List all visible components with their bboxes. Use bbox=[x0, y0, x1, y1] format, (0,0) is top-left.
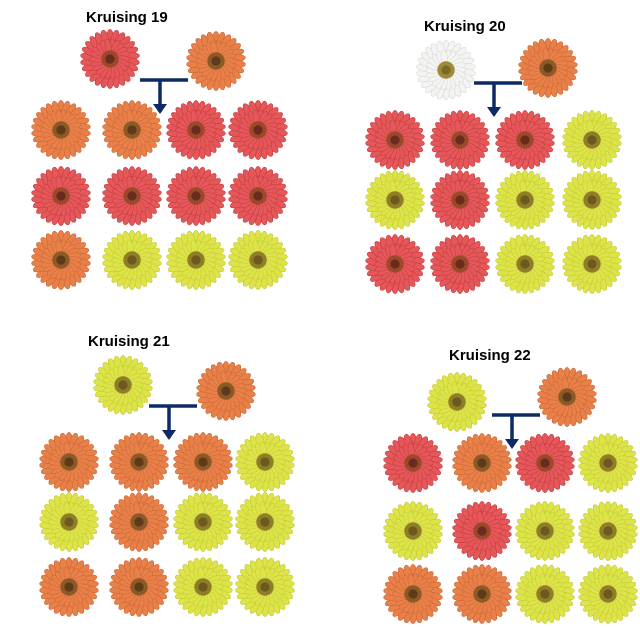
cross-19-offspring-flower bbox=[30, 165, 92, 227]
cross-19-parent-1 bbox=[79, 28, 141, 90]
cross-21-offspring-flower bbox=[108, 431, 170, 493]
cross-19-offspring-flower bbox=[165, 99, 227, 161]
cross-20-offspring-flower bbox=[561, 109, 623, 171]
cross-21-offspring-flower bbox=[108, 556, 170, 618]
cross-20-offspring-flower bbox=[364, 169, 426, 231]
cross-21-offspring-flower bbox=[234, 431, 296, 493]
cross-19-parent-2 bbox=[185, 30, 247, 92]
cross-20-offspring-flower bbox=[494, 233, 556, 295]
cross-21-parent-2 bbox=[195, 360, 257, 422]
cross-21-offspring-flower bbox=[234, 491, 296, 553]
cross-22-offspring-flower bbox=[577, 500, 639, 562]
cross-19-offspring-flower bbox=[101, 99, 163, 161]
cross-21-offspring-flower bbox=[38, 491, 100, 553]
cross-20-offspring-flower bbox=[561, 169, 623, 231]
cross-20-offspring-flower bbox=[429, 233, 491, 295]
cross-22-offspring-flower bbox=[382, 563, 444, 625]
cross-22-offspring-flower bbox=[514, 500, 576, 562]
cross-20-offspring-flower bbox=[364, 109, 426, 171]
cross-20-offspring-flower bbox=[561, 233, 623, 295]
cross-19-offspring-flower bbox=[227, 99, 289, 161]
cross-19-offspring-flower bbox=[30, 99, 92, 161]
cross-19-offspring-flower bbox=[165, 165, 227, 227]
cross-22-offspring-flower bbox=[577, 432, 639, 494]
cross-19-title: Kruising 19 bbox=[86, 9, 168, 26]
cross-22-offspring-flower bbox=[514, 563, 576, 625]
cross-19-offspring-flower bbox=[227, 165, 289, 227]
cross-22-offspring-flower bbox=[382, 500, 444, 562]
cross-21-offspring-flower bbox=[108, 491, 170, 553]
cross-22-offspring-flower bbox=[577, 563, 639, 625]
cross-22-offspring-flower bbox=[451, 563, 513, 625]
cross-19-offspring-flower bbox=[227, 229, 289, 291]
cross-22-offspring-flower bbox=[514, 432, 576, 494]
cross-19-offspring-flower bbox=[101, 165, 163, 227]
cross-21-offspring-flower bbox=[172, 431, 234, 493]
cross-21-offspring-flower bbox=[38, 556, 100, 618]
cross-22-offspring-flower bbox=[382, 432, 444, 494]
cross-20-parent-2 bbox=[517, 37, 579, 99]
cross-19-arrow-icon bbox=[140, 78, 188, 114]
cross-20-offspring-flower bbox=[429, 109, 491, 171]
cross-21-arrow-icon bbox=[149, 404, 197, 440]
cross-20-offspring-flower bbox=[494, 169, 556, 231]
cross-19-offspring-flower bbox=[30, 229, 92, 291]
cross-22-parent-2 bbox=[536, 366, 598, 428]
cross-22-offspring-flower bbox=[451, 432, 513, 494]
cross-20-arrow-icon bbox=[474, 81, 522, 117]
cross-22-title: Kruising 22 bbox=[449, 347, 531, 364]
cross-21-parent-1 bbox=[92, 354, 154, 416]
cross-21-offspring-flower bbox=[38, 431, 100, 493]
cross-21-offspring-flower bbox=[172, 556, 234, 618]
cross-20-offspring-flower bbox=[494, 109, 556, 171]
cross-21-offspring-flower bbox=[172, 491, 234, 553]
cross-21-offspring-flower bbox=[234, 556, 296, 618]
cross-22-offspring-flower bbox=[451, 500, 513, 562]
cross-19-offspring-flower bbox=[101, 229, 163, 291]
cross-20-offspring-flower bbox=[364, 233, 426, 295]
cross-20-title: Kruising 20 bbox=[424, 18, 506, 35]
cross-20-parent-1 bbox=[415, 39, 477, 101]
cross-22-arrow-icon bbox=[492, 413, 540, 449]
cross-19-offspring-flower bbox=[165, 229, 227, 291]
cross-20-offspring-flower bbox=[429, 169, 491, 231]
cross-21-title: Kruising 21 bbox=[88, 333, 170, 350]
cross-22-parent-1 bbox=[426, 371, 488, 433]
